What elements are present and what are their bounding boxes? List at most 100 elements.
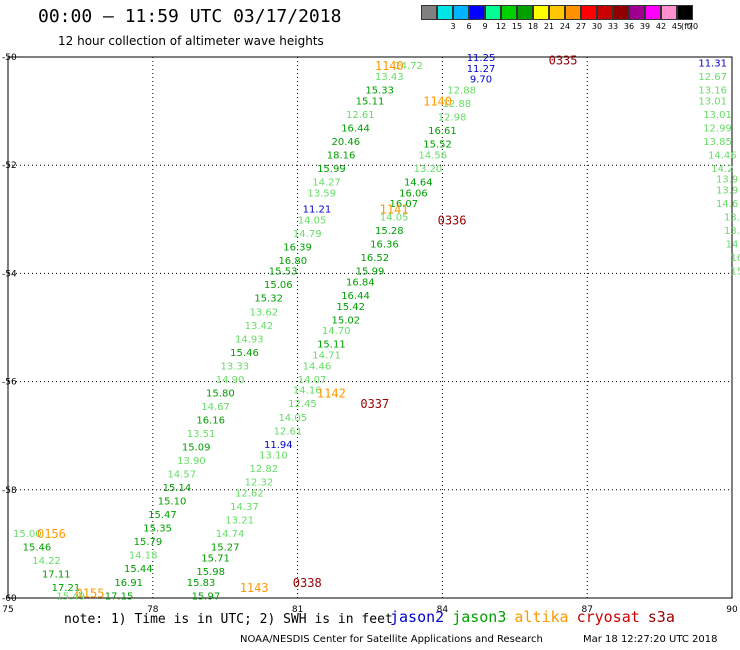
- legend-label: 15: [511, 22, 523, 31]
- wave-height-value: 14.93: [235, 334, 264, 345]
- satellite-legend: jason2 jason3 altika cryosat s3a: [390, 608, 683, 626]
- wave-height-value: 18.16: [327, 150, 356, 161]
- pass-time-label: 0336: [438, 213, 467, 227]
- wave-height-value: 16.52: [361, 253, 390, 264]
- wave-height-value: 13.9: [716, 175, 738, 186]
- wave-height-value: 15.47: [148, 510, 177, 521]
- pass-time-label: 0337: [360, 397, 389, 411]
- wave-height-value: 14: [726, 240, 739, 251]
- y-tick-label: -50: [2, 53, 17, 63]
- wave-height-value: 14.6: [716, 199, 738, 210]
- legend-label: 3: [450, 22, 456, 31]
- wave-height-value: 15.99: [356, 267, 385, 278]
- wave-height-value: 14.07: [298, 375, 327, 386]
- wave-height-value: 14.67: [201, 402, 230, 413]
- footer-note: note: 1) Time is in UTC; 2) SWH is in fe…: [64, 612, 393, 627]
- wave-height-value: 14.79: [293, 229, 322, 240]
- wave-height-value: 13.59: [307, 188, 336, 199]
- legend-label: 70: [687, 22, 699, 31]
- wave-height-value: 13.42: [245, 321, 274, 332]
- wave-height-value: 17.11: [42, 570, 71, 581]
- wave-height-value: 14.27: [312, 177, 341, 188]
- wave-height-value: 14.90: [216, 375, 245, 386]
- wave-height-value: 16: [730, 253, 740, 264]
- legend-swatch: [661, 5, 677, 20]
- satellite-name-cryosat: cryosat: [576, 608, 640, 626]
- x-tick-label: 84: [437, 605, 449, 615]
- legend-label: 39: [639, 22, 651, 31]
- legend-swatch: [533, 5, 549, 20]
- x-tick-label: 87: [581, 605, 592, 615]
- satellite-name-jason2: jason2: [390, 608, 445, 626]
- legend-label: 18: [527, 22, 539, 31]
- wave-height-value: 11.94: [264, 440, 293, 451]
- legend-label: 12: [495, 22, 507, 31]
- wave-height-value: 17.21: [52, 583, 81, 594]
- legend-swatch: [437, 5, 453, 20]
- x-tick-label: 75: [2, 605, 13, 615]
- axis-labels: 75 78 81 84 87 90 -50 -52 -54 -56 -58 -60: [2, 53, 738, 615]
- wave-height-value: 13.: [724, 213, 740, 224]
- pass-time-label: 1142: [317, 386, 346, 400]
- legend-swatch: [645, 5, 661, 20]
- color-legend: 3 6 9 12 15 18 21 24 27 30 33 36 39 42 45 70 (ft): [421, 5, 698, 32]
- wave-height-value: 16.36: [370, 240, 399, 251]
- wave-height-value: 15.09: [182, 443, 211, 454]
- wave-height-value: 15.52: [423, 140, 452, 151]
- wave-height-value: 13.85: [703, 137, 732, 148]
- legend-labels: 3 6 9 12 15 18 21 24 27 30 33 36 39 42 45 70 (ft): [421, 20, 698, 32]
- y-tick-label: -52: [2, 161, 17, 171]
- wave-height-value: 15.53: [269, 267, 298, 278]
- wave-height-value: 15.32: [254, 294, 283, 305]
- wave-height-value: 16.84: [346, 278, 375, 289]
- wave-height-value: 16.16: [196, 415, 225, 426]
- pass-time-label: 1141: [380, 202, 409, 216]
- wave-height-value: 14.72: [394, 61, 423, 72]
- wave-height-value: 14.05: [278, 413, 307, 424]
- wave-height-value: 11.27: [467, 64, 496, 75]
- wave-height-value: 15.10: [158, 497, 187, 508]
- wave-height-value: 15.00: [13, 529, 42, 540]
- wave-height-value: 15: [730, 267, 740, 278]
- legend-swatch: [485, 5, 501, 20]
- legend-label: 24: [559, 22, 571, 31]
- x-tick-label: 81: [292, 605, 303, 615]
- wave-height-value: 12.99: [703, 123, 732, 134]
- wave-height-value: 15.46: [230, 348, 259, 359]
- legend-label: 27: [575, 22, 587, 31]
- wave-height-value: 15.02: [332, 315, 361, 326]
- wave-height-value: 16.06: [399, 188, 428, 199]
- wave-height-value: 14.16: [293, 386, 322, 397]
- legend-swatch: [613, 5, 629, 20]
- legend-swatch: [453, 5, 469, 20]
- legend-swatches: [421, 5, 693, 20]
- legend-label: 36: [623, 22, 635, 31]
- wave-height-value: 13.9: [716, 186, 738, 197]
- wave-height-value: 11.25: [467, 53, 496, 64]
- wave-height-value: 16.80: [278, 256, 307, 267]
- wave-height-value: 14.46: [303, 361, 332, 372]
- wave-height-value: 14.74: [216, 529, 245, 540]
- wave-height-value: 12.45: [288, 399, 317, 410]
- wave-height-value: 15.79: [134, 537, 163, 548]
- wave-height-value: 15.11: [356, 96, 385, 107]
- wave-height-value: 15.46: [23, 543, 52, 554]
- wave-height-value: 15.28: [375, 226, 404, 237]
- wave-height-value: 13.51: [187, 429, 216, 440]
- satellite-name-s3a: s3a: [647, 608, 675, 626]
- y-tick-label: -58: [2, 486, 17, 496]
- wave-height-value: 15.49: [56, 591, 85, 602]
- wave-height-value: 13.90: [177, 456, 206, 467]
- wave-height-value: 14.22: [32, 556, 61, 567]
- pass-time-label: 0335: [549, 54, 578, 68]
- wave-height-value: 13.43: [375, 72, 404, 83]
- wave-height-value: 12.61: [274, 426, 303, 437]
- map-grid: [7, 56, 733, 599]
- legend-swatch: [581, 5, 597, 20]
- map-title: 00:00 – 11:59 UTC 03/17/2018: [38, 6, 342, 27]
- wave-height-value: 14.46: [708, 150, 737, 161]
- legend-swatch: [629, 5, 645, 20]
- wave-height-value: 15.71: [201, 553, 230, 564]
